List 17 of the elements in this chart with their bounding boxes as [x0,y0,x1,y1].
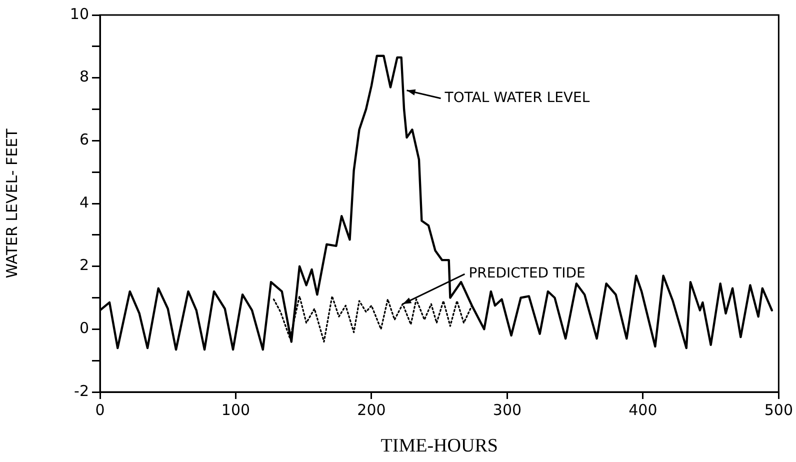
x-tick-label: 300 [492,400,522,419]
x-tick-label: 0 [95,400,105,419]
annotation: TOTAL WATER LEVEL [444,90,590,106]
y-tick-label: 4 [79,193,89,212]
y-tick-label: 2 [79,256,89,274]
y-tick-label: 10 [70,4,89,23]
y-axis-title: WATER LEVEL- FEET [2,128,21,278]
x-tick-label: 100 [221,400,250,419]
x-tick-label: 400 [628,400,658,419]
y-tick-label: 8 [79,68,89,86]
x-tick-label: 200 [357,400,386,419]
x-tick-label: 500 [764,400,794,419]
y-tick-label: 0 [79,319,89,338]
y-tick-label: -2 [74,382,89,400]
y-tick-label: 6 [79,130,89,149]
annotation: PREDICTED TIDE [468,266,586,282]
x-axis-title: TIME-HOURS [380,436,498,457]
